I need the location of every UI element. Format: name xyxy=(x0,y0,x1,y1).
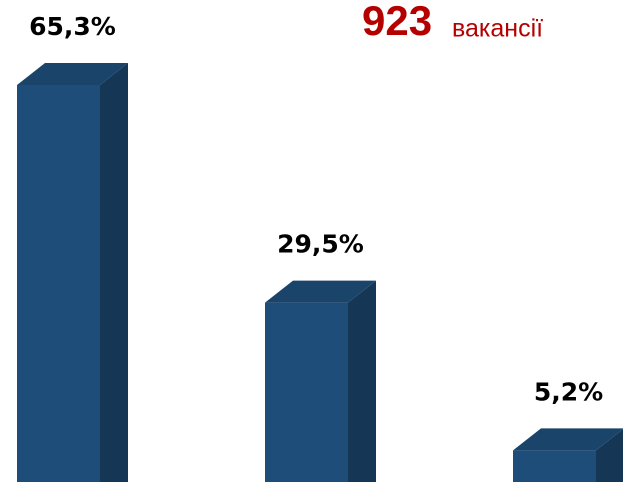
value-label: 5,2% xyxy=(534,377,603,406)
bar-top xyxy=(17,63,128,85)
bar-top xyxy=(265,280,376,303)
annotation-text: вакансії xyxy=(452,15,543,43)
bar-top xyxy=(513,428,623,451)
bar-side xyxy=(596,429,623,482)
bar-front xyxy=(513,450,596,482)
bar-front xyxy=(17,85,100,482)
bar-side xyxy=(100,63,128,482)
value-label: 29,5% xyxy=(277,230,364,259)
bar xyxy=(513,428,623,482)
annotation-number: 923 xyxy=(362,0,432,44)
bar-front xyxy=(265,302,348,482)
value-label: 65,3% xyxy=(29,12,116,41)
bar xyxy=(265,280,376,482)
bar xyxy=(17,63,128,482)
bar-side xyxy=(348,280,376,482)
